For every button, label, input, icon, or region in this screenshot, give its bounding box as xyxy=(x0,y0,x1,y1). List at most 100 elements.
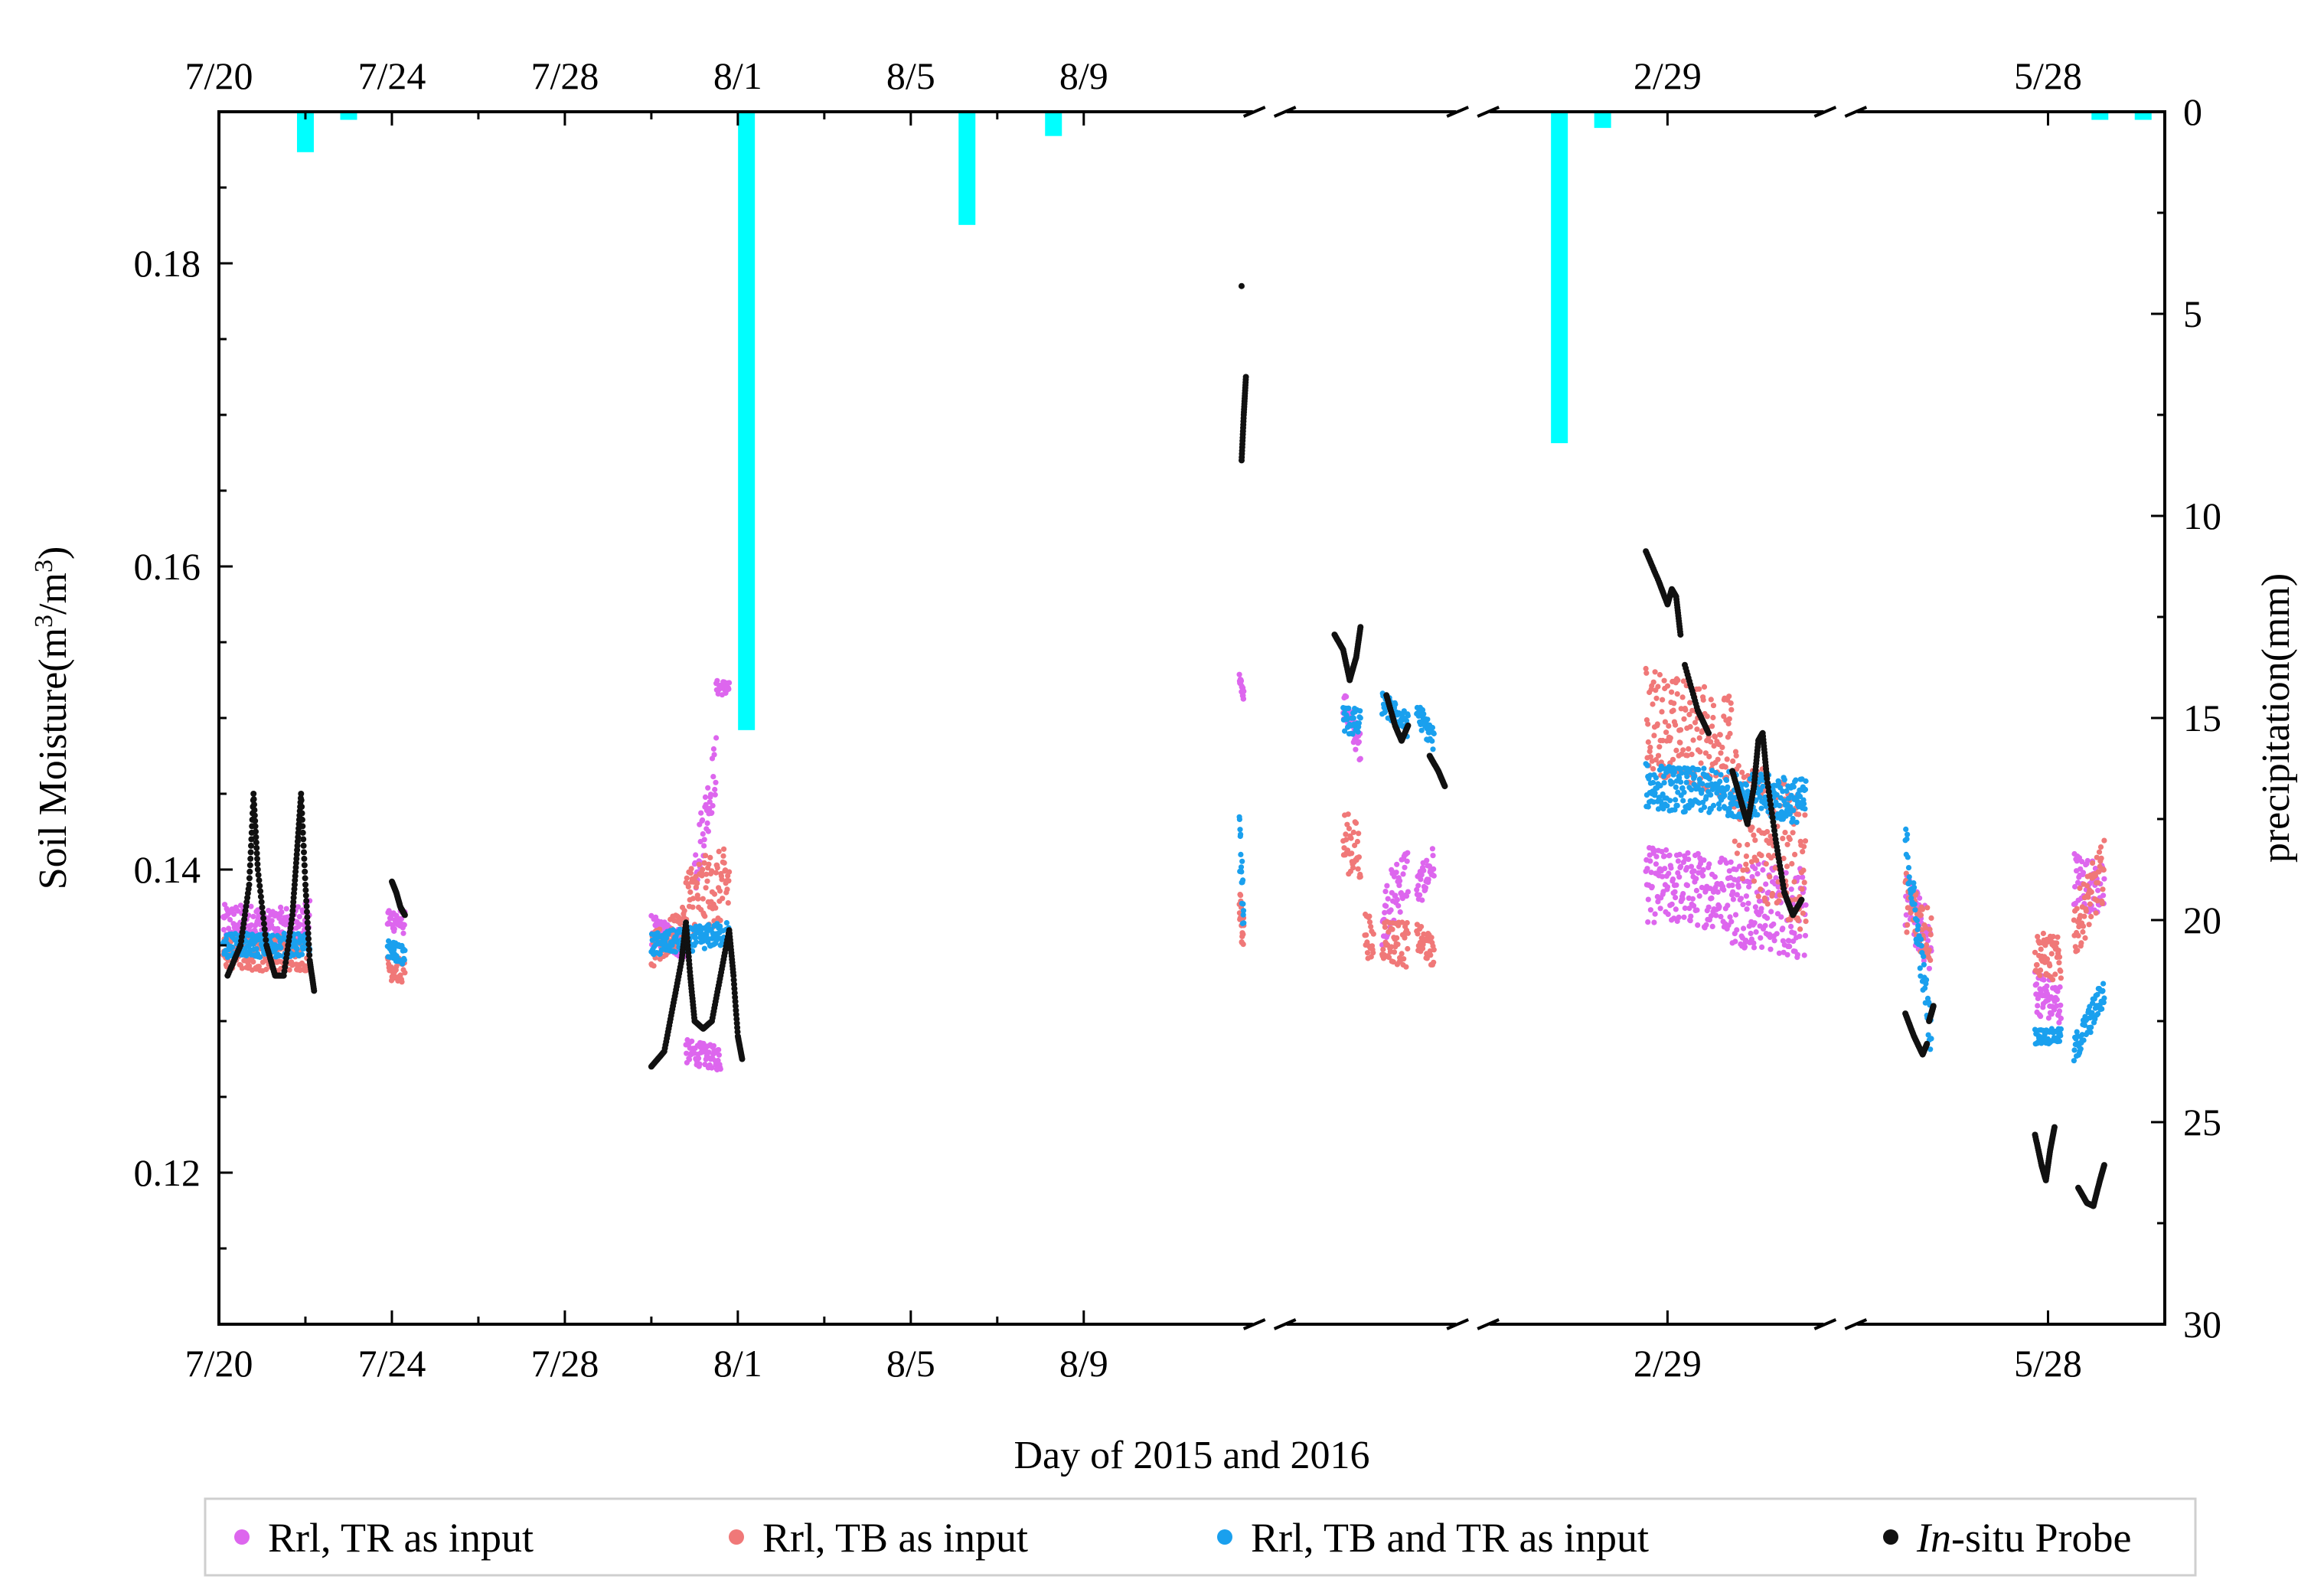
series-1-point xyxy=(1677,739,1683,746)
axis-break-slash xyxy=(1813,106,1837,118)
series-1-point xyxy=(1799,886,1805,893)
series-2-point xyxy=(1661,780,1667,786)
legend-label-insitu: In-situ Probe xyxy=(1916,1515,2131,1561)
insitu-point xyxy=(306,951,313,958)
series-2-point xyxy=(1679,770,1685,776)
series-1-point xyxy=(1671,700,1677,707)
series-1-point xyxy=(2074,906,2080,912)
series-1-segment-6 xyxy=(1362,911,1376,961)
series-1-point xyxy=(1797,926,1803,932)
series-0-segment-10 xyxy=(1414,846,1437,903)
series-1-point xyxy=(713,905,719,911)
series-1-point xyxy=(1702,750,1709,756)
series-0-segment-11 xyxy=(1643,845,1735,932)
series-1-point xyxy=(1927,932,1934,938)
series-1-point xyxy=(1686,711,1692,718)
insitu-curve-8 xyxy=(1643,548,1684,638)
series-1-point xyxy=(1350,865,1356,871)
series-2-point xyxy=(1240,877,1246,883)
series-2-point xyxy=(1429,738,1435,744)
series-1-point xyxy=(1659,709,1665,715)
series-2-point xyxy=(2078,1046,2084,1052)
insitu-point xyxy=(2100,1162,2107,1169)
insitu-point xyxy=(246,881,253,888)
series-0-point xyxy=(1700,873,1706,879)
series-1-point xyxy=(2035,934,2041,940)
series-0-point xyxy=(1709,895,1715,901)
series-0-point xyxy=(1400,871,1406,877)
series-0-point xyxy=(708,791,714,798)
insitu-point xyxy=(303,898,310,904)
series-1-point xyxy=(1662,719,1668,725)
series-1-point xyxy=(1356,854,1362,860)
series-0-point xyxy=(1756,898,1763,904)
insitu-curve-5 xyxy=(1331,624,1364,684)
series-1-point xyxy=(681,908,687,914)
series-0-point xyxy=(1673,906,1679,912)
series-1-point xyxy=(2080,928,2086,935)
series-0-point xyxy=(220,927,227,933)
series-0-point xyxy=(1684,865,1690,871)
series-1-point xyxy=(1667,735,1673,741)
series-2-point xyxy=(1921,953,1927,960)
series-1-point xyxy=(1405,930,1411,936)
series-0-point xyxy=(1689,896,1696,902)
series-1-point xyxy=(1670,756,1676,762)
series-0-point xyxy=(1774,911,1781,917)
series-0-point xyxy=(1652,911,1658,917)
insitu-point xyxy=(1441,783,1448,790)
series-0-point xyxy=(2095,887,2101,893)
series-2-point xyxy=(1716,805,1722,812)
series-2-point xyxy=(1710,802,1717,808)
series-1-point xyxy=(1698,760,1704,766)
series-1-point xyxy=(1240,941,1246,948)
series-1-point xyxy=(2093,910,2099,916)
series-2-point xyxy=(1905,865,1912,871)
series-2-point xyxy=(1660,806,1666,812)
series-2-point xyxy=(1684,773,1690,780)
series-0-point xyxy=(398,915,405,922)
series-1-point xyxy=(1711,742,1717,749)
series-1-point xyxy=(2087,901,2093,907)
series-2-segment-7 xyxy=(1643,761,1735,818)
insitu-curve-12 xyxy=(1926,1003,1937,1024)
x-top-tick-label: 7/20 xyxy=(185,54,253,97)
series-1-point xyxy=(1739,769,1745,775)
series-0-point xyxy=(1729,883,1735,889)
series-0-point xyxy=(1343,693,1350,700)
series-2-point xyxy=(694,939,700,945)
series-0-point xyxy=(2057,984,2063,990)
series-2-point xyxy=(723,920,730,926)
insitu-point xyxy=(247,855,254,862)
series-1-point xyxy=(2050,934,2056,940)
series-0-point xyxy=(1774,931,1780,937)
series-1-point xyxy=(1704,713,1710,720)
series-2-point xyxy=(1692,773,1698,779)
series-0-point xyxy=(1706,861,1712,867)
insitu-point xyxy=(299,816,305,823)
series-0-point xyxy=(1762,922,1768,928)
series-0-point xyxy=(2100,893,2107,899)
series-1-point xyxy=(690,896,697,902)
series-2-point xyxy=(1717,778,1723,785)
series-0-point xyxy=(716,1052,723,1058)
series-1-point xyxy=(1790,830,1796,836)
series-1-point xyxy=(1355,866,1361,872)
series-1-point xyxy=(1363,932,1369,938)
series-2-point xyxy=(1790,808,1797,814)
insitu-point xyxy=(1405,722,1412,729)
series-0-point xyxy=(1397,878,1403,884)
series-0-point xyxy=(1791,930,1797,936)
series-0-point xyxy=(1752,866,1758,872)
series-1-point xyxy=(2038,946,2044,952)
series-2-point xyxy=(1726,805,1732,811)
series-1-point xyxy=(1690,737,1696,743)
series-1-point xyxy=(1719,744,1725,751)
series-2-point xyxy=(1784,788,1790,794)
series-1-segment-5 xyxy=(1340,811,1363,880)
series-1-point xyxy=(1348,835,1354,841)
series-2-point xyxy=(1674,802,1680,808)
series-2-point xyxy=(1793,777,1799,783)
series-1-point xyxy=(1800,849,1806,855)
series-1-point xyxy=(1687,723,1693,730)
